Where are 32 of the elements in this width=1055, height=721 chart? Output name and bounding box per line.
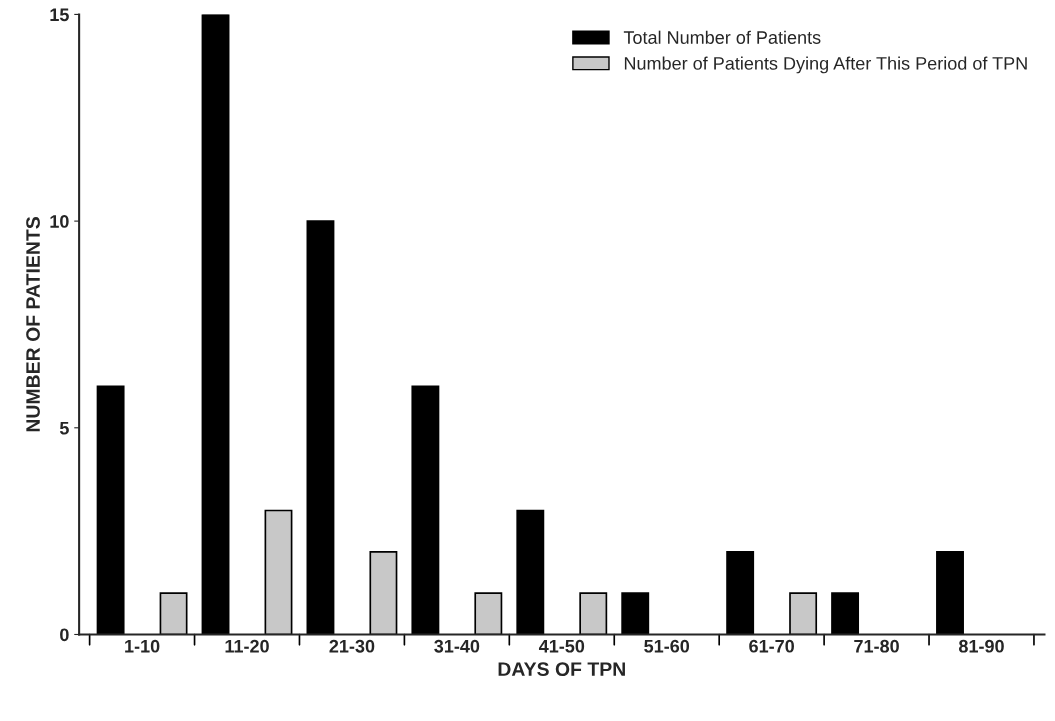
bar bbox=[159, 592, 188, 635]
bar bbox=[936, 550, 964, 635]
x-tick-label: 81-90 bbox=[958, 639, 1004, 653]
bar bbox=[96, 385, 125, 635]
bar bbox=[264, 509, 293, 635]
bar bbox=[726, 550, 755, 635]
x-tick-label: 11-20 bbox=[225, 639, 269, 653]
y-tick-label: 15 bbox=[50, 8, 69, 22]
bar bbox=[474, 592, 503, 635]
x-tick-label: 51-60 bbox=[644, 639, 690, 653]
bar bbox=[516, 509, 545, 635]
legend-label: Total Number of Patients bbox=[623, 30, 821, 44]
y-axis-title: NUMBER OF PATIENTS bbox=[26, 217, 40, 432]
x-tick-label: 1-10 bbox=[125, 639, 160, 653]
bar bbox=[789, 592, 818, 635]
x-tick-label: 71-80 bbox=[854, 639, 899, 653]
bar bbox=[579, 592, 608, 635]
x-tick-label: 31-40 bbox=[434, 639, 480, 653]
bar bbox=[621, 592, 650, 635]
bar bbox=[411, 385, 440, 635]
x-tick-label: 61-70 bbox=[749, 639, 794, 653]
bar bbox=[831, 592, 860, 635]
bar bbox=[201, 14, 230, 635]
x-tick-label: 41-50 bbox=[538, 639, 585, 653]
y-tick-label: 5 bbox=[59, 421, 69, 435]
bar bbox=[369, 550, 398, 635]
y-tick-label: 0 bbox=[60, 628, 69, 642]
x-tick-label: 21-30 bbox=[329, 639, 375, 653]
bar bbox=[306, 220, 335, 635]
x-axis-title: DAYS OF TPN bbox=[498, 662, 625, 677]
y-tick-label: 10 bbox=[50, 215, 69, 228]
legend-label: Number of Patients Dying After This Period of TPN bbox=[624, 56, 1027, 74]
